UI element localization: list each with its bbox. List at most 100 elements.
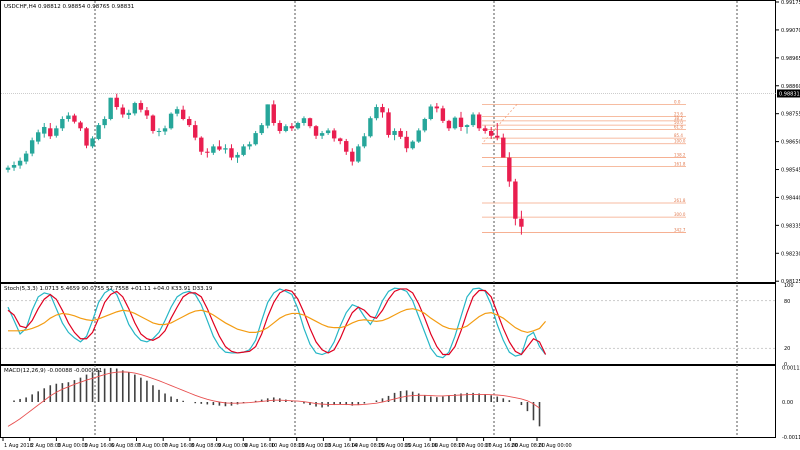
time-tick-label: 3 Aug 00:00 [57, 443, 88, 449]
fib-level-label: 161.8 [674, 162, 686, 167]
stoch-d-line [7, 288, 547, 356]
stochastic-pane[interactable] [0, 283, 776, 365]
stoch-tick-label: 80 [784, 299, 790, 305]
fib-level-label: 23.6 [674, 111, 683, 116]
candle [235, 152, 240, 163]
fib-level-label: 138.2 [674, 153, 686, 158]
time-tick-label: 13 Aug 00:00 [298, 443, 332, 449]
price-tick-label: 0.98755 [781, 112, 800, 118]
fib-level-label: 100.0 [674, 139, 686, 144]
main-header: USDCHF,H4 0.98812 0.98854 0.98765 0.9883… [4, 4, 134, 10]
macd-layer: 0.001128 0.00 -0.001147 [7, 366, 800, 441]
candle [362, 133, 367, 149]
candle [126, 109, 131, 119]
candle [174, 106, 180, 117]
time-tick-label: 2 Aug 08:00 [31, 443, 62, 449]
candle [60, 116, 65, 131]
candle [319, 130, 325, 139]
macd-tick-label: 0.00 [782, 400, 793, 406]
candle [144, 107, 150, 119]
price-tick-label: 0.99175 [781, 0, 800, 6]
candle [398, 128, 403, 139]
candle [380, 103, 385, 118]
candle [54, 125, 59, 138]
candle [114, 93, 119, 110]
macd-pane[interactable] [0, 365, 776, 438]
time-tick-label: 10 Aug 08:00 [271, 443, 305, 449]
candle [193, 120, 198, 141]
candles-layer [5, 93, 524, 235]
time-tick-label: 15 Aug 16:00 [405, 443, 439, 449]
candle [180, 105, 186, 121]
time-tick-label: 16 Aug 08:00 [431, 443, 465, 449]
candle [78, 120, 83, 131]
current-price-label: 0.98831 [779, 91, 800, 97]
fib-trendline[interactable] [481, 104, 518, 144]
candle [187, 116, 192, 127]
time-tick-label: 9 Aug 16:00 [244, 443, 275, 449]
price-tick-label: 0.98650 [781, 140, 800, 146]
candle [253, 130, 258, 146]
candle [440, 105, 446, 123]
fib-level-label: 38.2 [674, 116, 683, 121]
stoch-header: Stoch(5,3,3) 1.0713 5.4659 90.0755 57.75… [4, 286, 213, 292]
time-tick-label: 9 Aug 00:00 [218, 443, 249, 449]
candle [217, 140, 222, 151]
candle [162, 125, 168, 135]
candle [392, 128, 397, 141]
period-separators [94, 1, 738, 437]
candle [307, 117, 313, 129]
candle [301, 116, 307, 126]
candle [199, 136, 204, 155]
candle [356, 144, 361, 163]
candle [5, 165, 11, 173]
price-tick-label: 0.99070 [781, 28, 800, 34]
candle [247, 141, 252, 150]
candle [29, 137, 35, 157]
price-axis: 0.99175 0.99070 0.98965 0.98860 0.98755 0.986… [1, 0, 800, 285]
candle [344, 138, 349, 155]
price-tick-label: 0.98440 [781, 195, 800, 201]
fib-level-label: 85.4 [674, 133, 683, 138]
candle [150, 114, 156, 134]
candle [368, 116, 373, 138]
macd-tick-label: 0.001128 [782, 366, 800, 372]
candle [277, 120, 282, 134]
candle [265, 104, 270, 129]
candle [482, 125, 488, 134]
time-tick-label: 7 Aug 00:00 [138, 443, 169, 449]
candle [470, 112, 476, 127]
time-tick-label: 14 Aug 08:00 [351, 443, 385, 449]
time-tick-label: 20 Aug 08:00 [511, 443, 545, 449]
candle [108, 97, 113, 121]
stoch-tick-label: 20 [784, 346, 790, 352]
candle [386, 108, 391, 138]
candle [72, 113, 77, 124]
candle [507, 152, 512, 187]
time-tick-label: 8 Aug 08:00 [191, 443, 222, 449]
candle [464, 124, 470, 134]
candle [168, 112, 174, 130]
macd-tick-label: -0.001147 [782, 435, 800, 441]
candle [313, 125, 319, 139]
time-tick-label: 7 Aug 16:00 [164, 443, 195, 449]
price-tick-label: 0.98545 [781, 168, 800, 174]
fib-level-label: 50.0 [674, 120, 683, 125]
candle [84, 126, 89, 149]
price-tick-label: 0.98335 [781, 223, 800, 229]
candle [338, 137, 343, 145]
price-tick-label: 0.98230 [781, 251, 800, 257]
stoch-tick-label: 0 [784, 362, 787, 368]
candle [325, 128, 331, 135]
candle [223, 144, 228, 154]
main-pane[interactable] [0, 0, 776, 283]
candle [289, 122, 295, 131]
candle [422, 117, 427, 133]
candle [476, 112, 482, 131]
candle [241, 144, 246, 157]
candle [501, 133, 506, 158]
fib-level-label: 300.0 [674, 212, 686, 217]
candle [11, 161, 17, 171]
candle [434, 103, 440, 113]
